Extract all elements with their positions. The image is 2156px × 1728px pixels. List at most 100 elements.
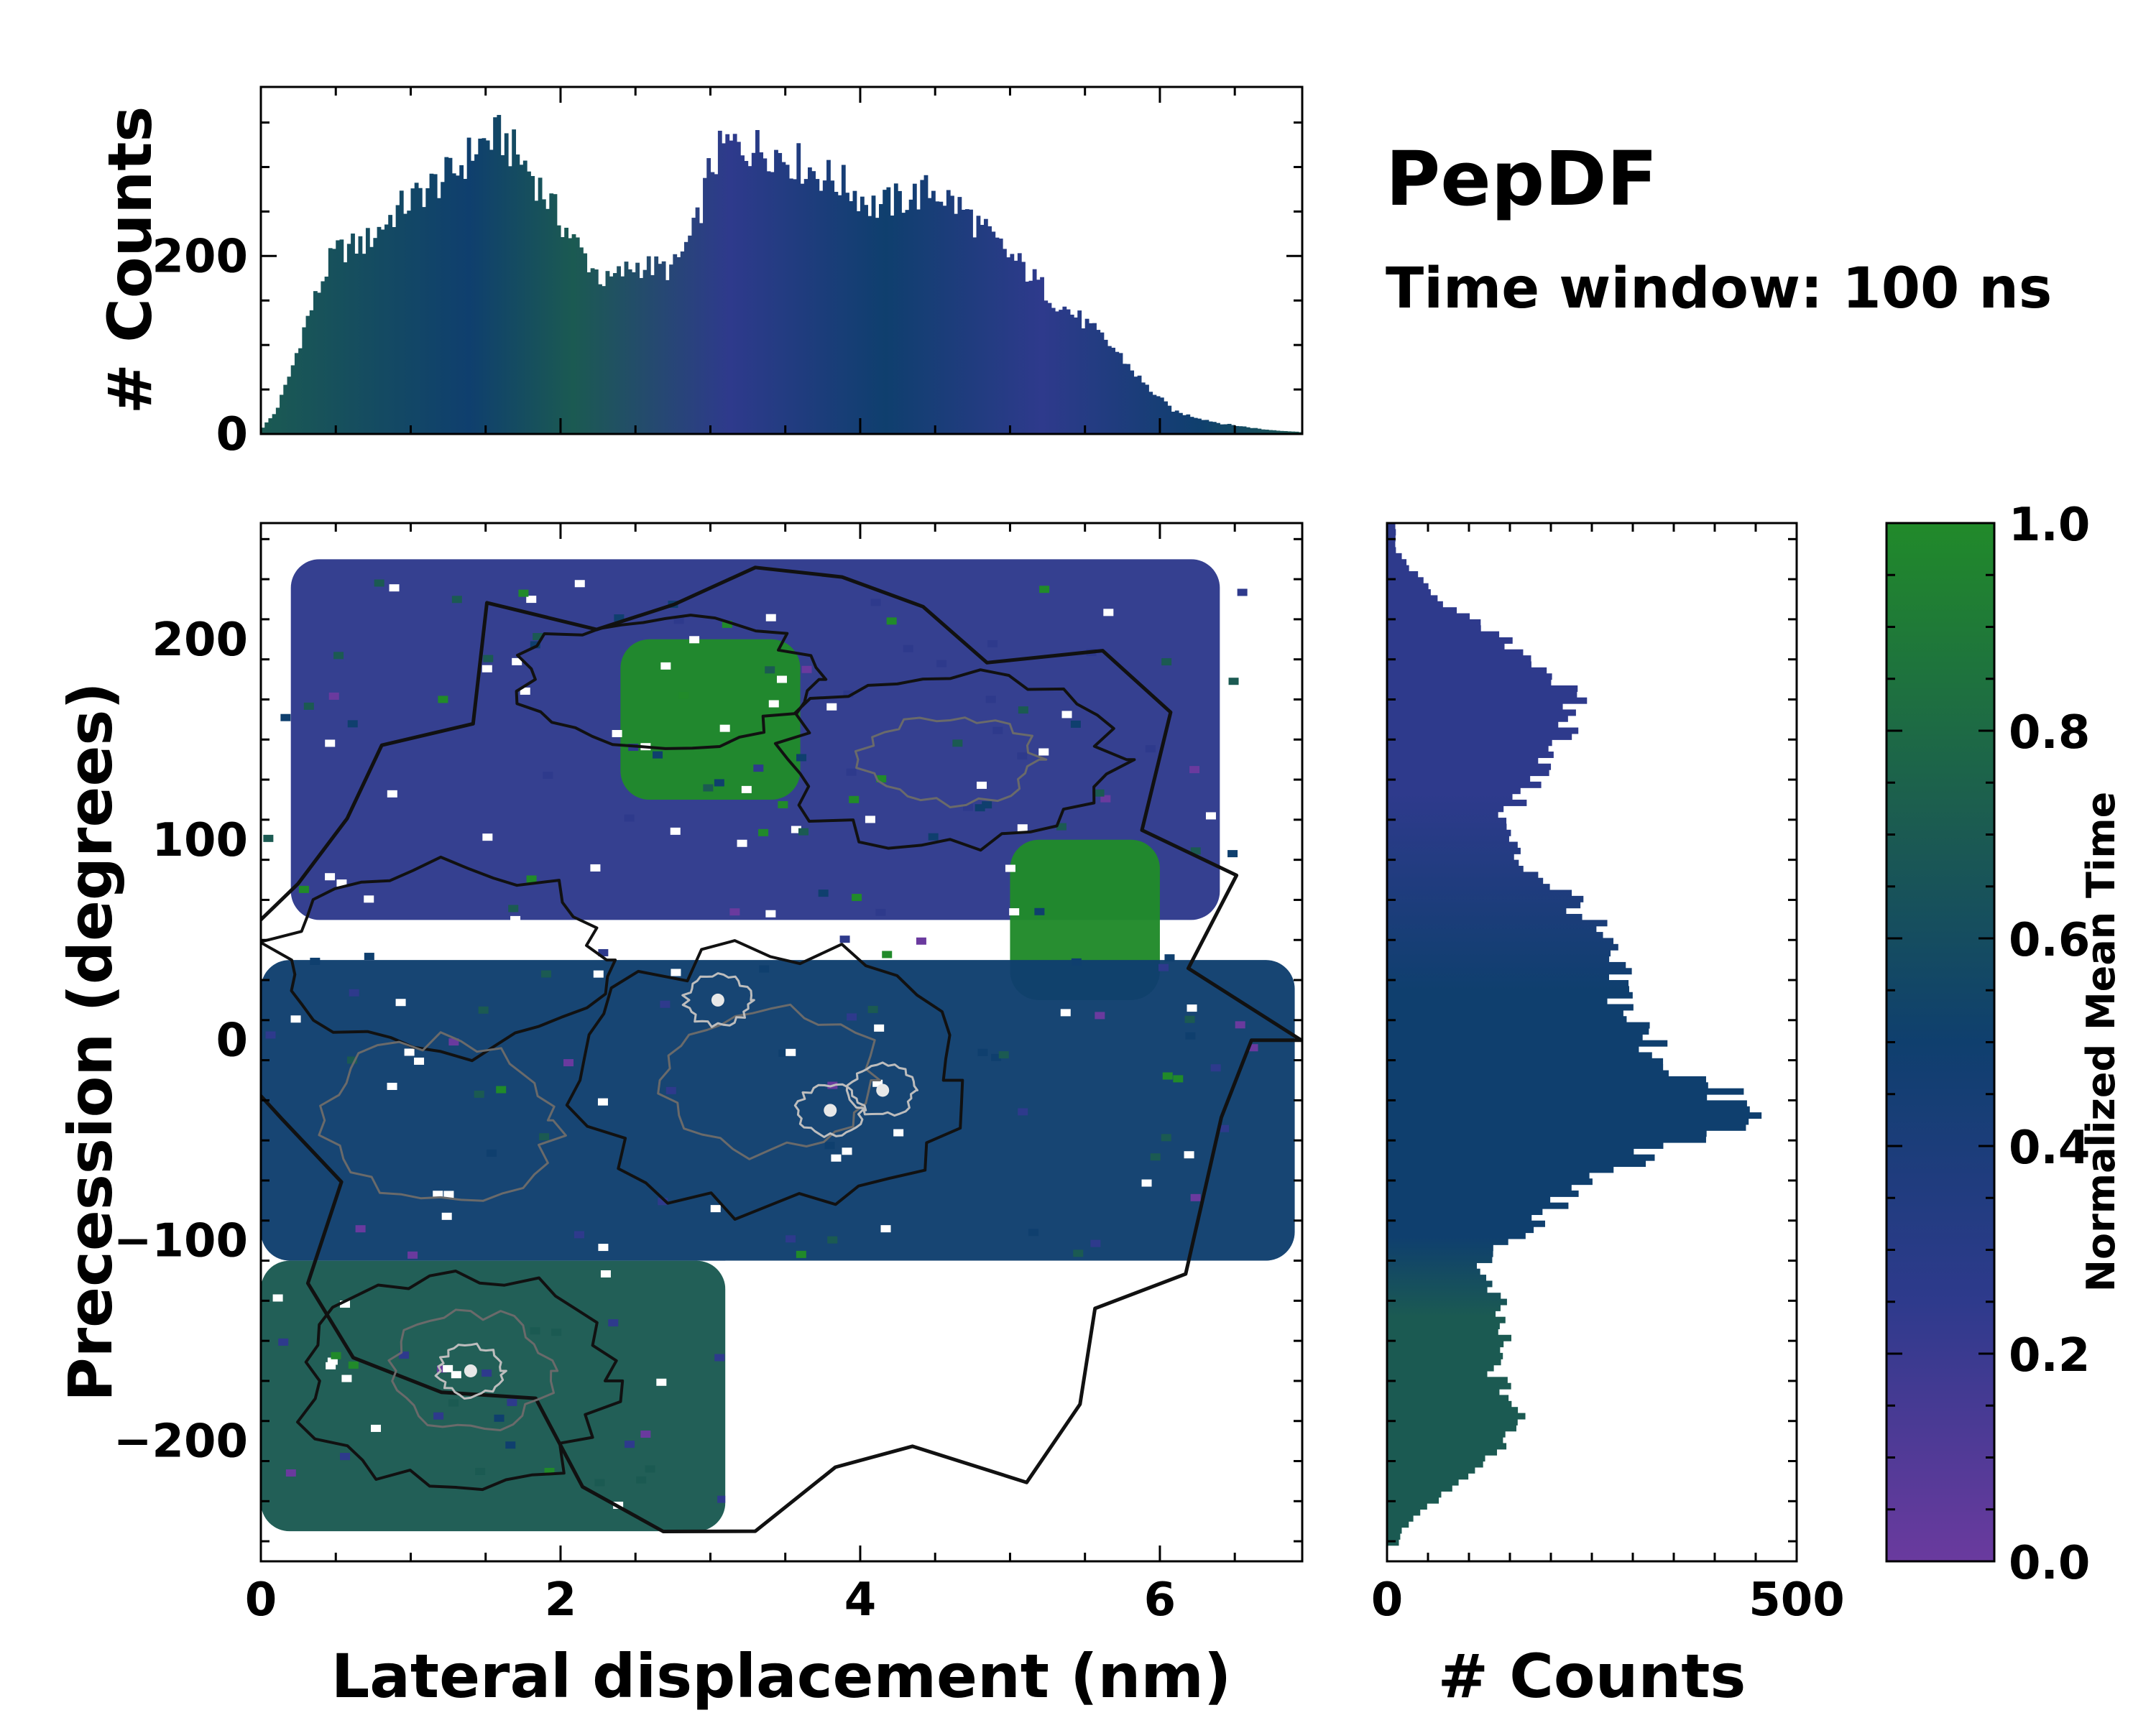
right-bar bbox=[1387, 1382, 1511, 1390]
top-bar bbox=[482, 138, 487, 435]
top-bar bbox=[1137, 375, 1142, 434]
top-bar bbox=[1272, 430, 1277, 434]
contour-peak bbox=[793, 1083, 867, 1138]
heatmap-cell bbox=[614, 614, 625, 622]
heatmap-cell bbox=[977, 1048, 988, 1056]
heatmap-cell bbox=[387, 790, 397, 798]
top-bar bbox=[939, 201, 944, 434]
top-bar bbox=[545, 208, 550, 434]
heatmap-cell bbox=[331, 1352, 341, 1359]
heatmap-cell bbox=[574, 580, 585, 588]
right-bar bbox=[1387, 998, 1608, 1005]
top-bar bbox=[673, 254, 678, 434]
heatmap-cell bbox=[870, 599, 881, 606]
top-bar bbox=[463, 178, 468, 434]
top-bar bbox=[351, 234, 355, 434]
heatmap-cell bbox=[936, 660, 947, 667]
top-bar bbox=[811, 171, 816, 434]
contour-level bbox=[296, 1270, 625, 1492]
contour-level bbox=[261, 855, 617, 1063]
top-bar bbox=[1051, 308, 1056, 434]
right-bar bbox=[1387, 1304, 1501, 1311]
heatmap-cell bbox=[703, 784, 714, 792]
heatmap-cell bbox=[285, 1469, 296, 1477]
right-bar bbox=[1387, 1256, 1493, 1263]
heatmap-cell bbox=[1248, 1044, 1258, 1052]
contour-inner bbox=[318, 1031, 567, 1202]
heatmap-cell bbox=[1237, 588, 1248, 596]
top-bar bbox=[751, 152, 756, 434]
top-bar bbox=[1230, 425, 1235, 434]
right-bar bbox=[1387, 1196, 1551, 1203]
heatmap-cell bbox=[1070, 720, 1081, 728]
heatmap-cell bbox=[1230, 686, 1240, 694]
heatmap-cell bbox=[443, 1364, 453, 1372]
x-tick-label: 2 bbox=[545, 1574, 577, 1627]
heatmap-cell bbox=[598, 1244, 609, 1252]
right-bar bbox=[1387, 1443, 1507, 1450]
top-bar bbox=[796, 143, 801, 434]
top-bar bbox=[1189, 417, 1194, 434]
top-bar bbox=[560, 237, 565, 434]
right-x-tick-label: 500 bbox=[1749, 1574, 1845, 1627]
heatmap-cell bbox=[347, 720, 358, 728]
heatmap-cells bbox=[261, 523, 1302, 1561]
top-bar bbox=[695, 207, 700, 434]
right-bar bbox=[1387, 1112, 1762, 1119]
top-bar bbox=[568, 238, 573, 434]
heatmap-cell bbox=[765, 910, 776, 918]
top-bar bbox=[1021, 262, 1026, 434]
heatmap-cell bbox=[737, 839, 747, 847]
heatmap-cell bbox=[982, 801, 992, 809]
right-bar bbox=[1387, 1449, 1498, 1456]
heatmap-cell bbox=[753, 764, 764, 772]
heatmap-cell bbox=[741, 785, 752, 793]
top-bar bbox=[1032, 269, 1037, 434]
heatmap-cell bbox=[778, 801, 788, 808]
right-bar bbox=[1387, 920, 1608, 927]
colorbar-gradient bbox=[1886, 523, 1994, 1561]
right-bar bbox=[1387, 752, 1554, 758]
right-bar bbox=[1387, 655, 1531, 662]
heatmap-cell bbox=[985, 696, 996, 703]
right-bar bbox=[1387, 1124, 1746, 1131]
top-bar bbox=[683, 241, 688, 434]
top-bar bbox=[1261, 429, 1266, 434]
top-bar bbox=[920, 180, 925, 435]
heatmap-cell bbox=[448, 1399, 459, 1407]
top-bar bbox=[1201, 420, 1206, 434]
right-bar bbox=[1387, 619, 1481, 626]
top-bar bbox=[931, 190, 936, 434]
heatmap-cell bbox=[976, 781, 987, 789]
top-bar bbox=[418, 188, 423, 434]
y-tick-label: −100 bbox=[114, 1215, 248, 1268]
top-marginal-frame bbox=[259, 86, 1304, 435]
right-bar bbox=[1387, 854, 1514, 861]
heatmap-cell bbox=[1190, 847, 1201, 855]
heatmap-cell bbox=[328, 692, 339, 700]
right-bar bbox=[1387, 877, 1544, 884]
top-bar bbox=[852, 190, 857, 434]
right-bar bbox=[1387, 1395, 1509, 1402]
top-bar bbox=[261, 428, 265, 434]
top-y-tick-label: 200 bbox=[152, 230, 248, 283]
heatmap-cell bbox=[962, 803, 973, 811]
top-bar bbox=[1193, 417, 1198, 434]
colorbar-tick-label: 1.0 bbox=[2009, 499, 2090, 552]
right-bar bbox=[1387, 1280, 1493, 1288]
right-bar bbox=[1387, 1166, 1614, 1173]
heatmap-cell bbox=[765, 614, 776, 622]
top-bar bbox=[436, 198, 441, 434]
top-bar bbox=[744, 161, 749, 434]
heatmap-cell bbox=[340, 1300, 351, 1308]
right-bar bbox=[1387, 829, 1511, 836]
heatmap-cell bbox=[1073, 1249, 1084, 1257]
contour-peak bbox=[681, 972, 755, 1028]
top-bar bbox=[676, 257, 681, 434]
top-bar bbox=[1171, 411, 1176, 434]
top-bar bbox=[328, 248, 333, 434]
right-bar bbox=[1387, 1311, 1496, 1318]
top-bar bbox=[441, 182, 445, 434]
heatmap-cell bbox=[1235, 1021, 1245, 1029]
heatmap-cell bbox=[714, 779, 724, 787]
